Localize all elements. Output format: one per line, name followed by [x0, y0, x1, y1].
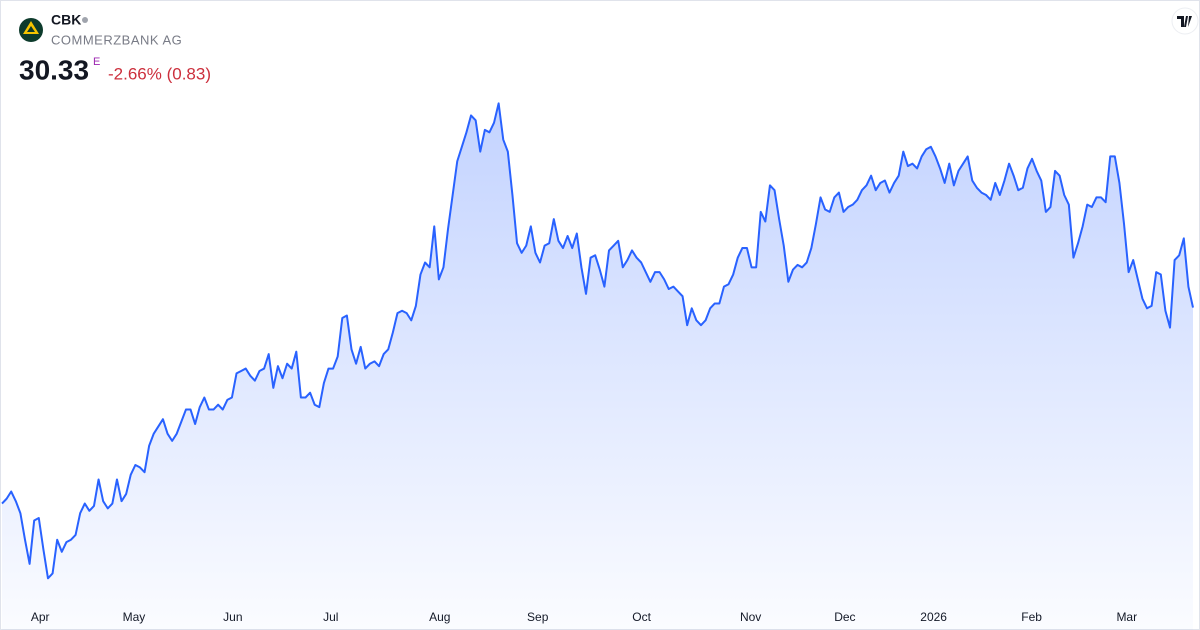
area-fill [2, 103, 1193, 630]
price-flag: E [93, 56, 100, 68]
company-logo [19, 18, 43, 42]
logo-badge[interactable] [1171, 7, 1199, 35]
price-change: -2.66% (0.83) [108, 64, 211, 83]
company-name: COMMERZBANK AG [51, 32, 182, 47]
symbol: CBK [51, 12, 81, 28]
logo-glyph[interactable] [1177, 16, 1192, 27]
price: 30.33 [19, 54, 89, 85]
price-line [1, 102, 1194, 580]
plot-area: AprMayJunJulAugSepOctNovDec2026FebMar [1, 102, 1194, 630]
logo-mark [23, 21, 39, 34]
tradingview-logo[interactable] [1171, 7, 1199, 35]
status-dot [82, 17, 88, 23]
